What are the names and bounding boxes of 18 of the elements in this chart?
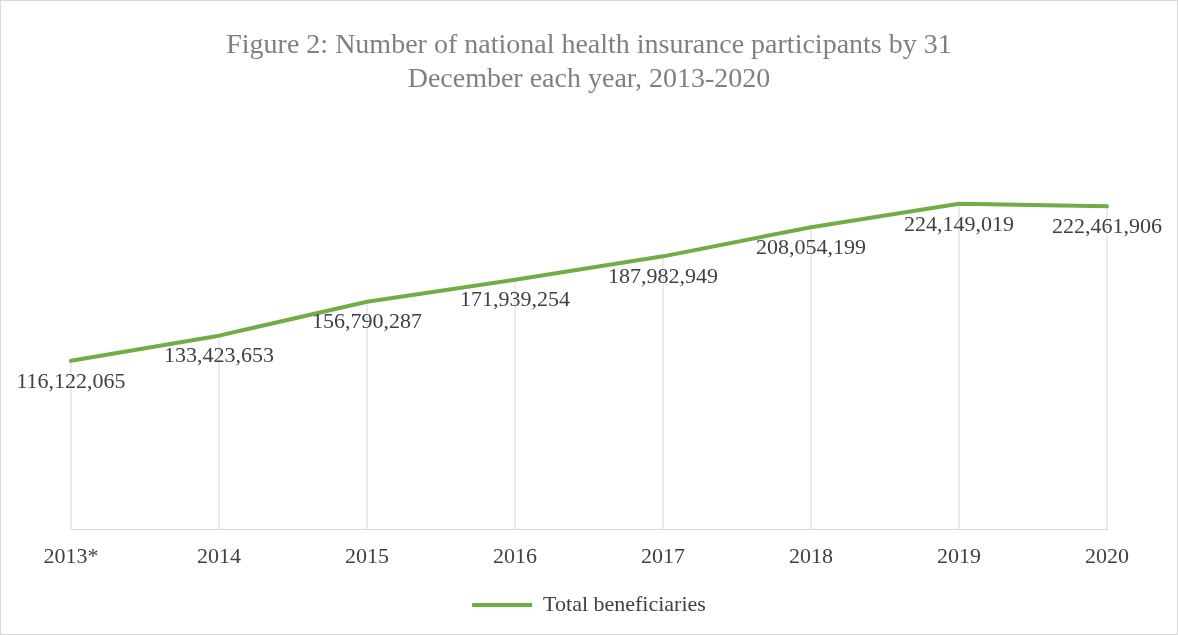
data-label: 208,054,199 xyxy=(756,233,866,259)
x-tick-label: 2018 xyxy=(789,542,833,568)
x-tick-label: 2014 xyxy=(197,542,241,568)
data-label: 187,982,949 xyxy=(608,263,718,289)
x-tick-label: 2017 xyxy=(641,542,685,568)
data-label: 133,423,653 xyxy=(164,342,274,368)
x-tick-label: 2019 xyxy=(937,542,981,568)
data-label: 222,461,906 xyxy=(1052,213,1162,239)
data-label: 171,939,254 xyxy=(460,286,570,312)
chart-title: Figure 2: Number of national health insurance participants by 31 December each year, 2013-2020 xyxy=(226,28,952,93)
x-tick-label: 2020 xyxy=(1085,542,1129,568)
data-label: 156,790,287 xyxy=(312,308,422,334)
x-tick-label: 2015 xyxy=(345,542,389,568)
x-tick-label: 2016 xyxy=(493,542,537,568)
legend-label: Total beneficiaries xyxy=(543,590,706,616)
data-label: 224,149,019 xyxy=(904,210,1014,236)
x-tick-label: 2013* xyxy=(43,542,99,568)
data-label: 116,122,065 xyxy=(16,367,126,393)
